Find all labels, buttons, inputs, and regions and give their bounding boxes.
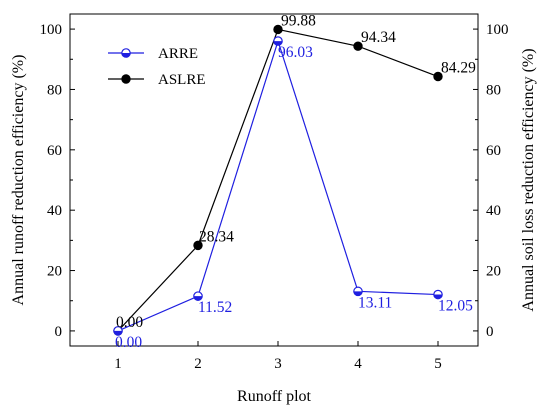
data-label-aslre: 28.34 bbox=[199, 228, 234, 245]
data-label-aslre: 94.34 bbox=[361, 29, 396, 46]
left-y-tick-label: 100 bbox=[40, 22, 63, 38]
legend-marker bbox=[121, 48, 131, 58]
marker-arre bbox=[273, 36, 283, 46]
left-y-tick-label: 60 bbox=[47, 143, 62, 159]
left-y-axis-title: Annual runoff reduction efficiency (%) bbox=[10, 55, 27, 306]
data-label-arre: 0.00 bbox=[115, 334, 142, 351]
series-layer bbox=[113, 24, 443, 336]
data-label-arre: 96.03 bbox=[278, 44, 313, 61]
data-label-aslre: 84.29 bbox=[441, 60, 476, 77]
data-label-arre: 13.11 bbox=[358, 294, 392, 311]
data-labels: 0.00 11.52 96.03 13.11 12.05 0.00 28.34 99.88 94… bbox=[115, 12, 476, 350]
legend-label: ASLRE bbox=[158, 72, 206, 88]
plot-border bbox=[69, 13, 479, 347]
right-y-tick-label: 60 bbox=[486, 143, 501, 159]
marker-arre bbox=[433, 289, 443, 300]
marker-arre bbox=[353, 286, 363, 297]
marker-aslre bbox=[193, 240, 203, 251]
right-y-tick-label: 0 bbox=[486, 324, 494, 340]
marker-arre bbox=[113, 326, 123, 336]
left-y-tick-label: 0 bbox=[55, 324, 63, 340]
marker-arre bbox=[193, 291, 203, 301]
plot-frame bbox=[69, 13, 479, 347]
x-axis-title: Runoff plot bbox=[237, 388, 311, 405]
x-tick-label: 2 bbox=[194, 356, 202, 372]
legend-marker bbox=[121, 74, 131, 84]
right-y-tick-label: 20 bbox=[486, 264, 501, 280]
data-label-arre: 11.52 bbox=[198, 299, 232, 316]
data-label-arre: 12.05 bbox=[438, 298, 473, 315]
right-y-tick-label: 80 bbox=[486, 82, 501, 98]
data-label-aslre: 0.00 bbox=[116, 314, 143, 331]
legend-label: ARRE bbox=[158, 46, 198, 62]
marker-aslre bbox=[353, 41, 363, 51]
x-tick-label: 1 bbox=[114, 356, 122, 372]
left-y-tick-label: 40 bbox=[47, 203, 62, 219]
x-tick-label: 5 bbox=[434, 356, 442, 372]
right-y-tick-label: 40 bbox=[486, 203, 501, 219]
right-y-axis-title: Annual soil loss reduction efficiency (%… bbox=[520, 48, 537, 311]
x-tick-label: 3 bbox=[274, 356, 282, 372]
legend-item-arre: ARRE bbox=[108, 46, 198, 62]
left-y-tick-label: 80 bbox=[47, 82, 62, 98]
data-label-aslre: 99.88 bbox=[281, 12, 316, 29]
legend-item-aslre: ASLRE bbox=[108, 72, 206, 88]
left-y-tick-label: 20 bbox=[47, 264, 62, 280]
legend: ARRE ASLRE bbox=[108, 46, 206, 88]
right-y-tick-label: 100 bbox=[486, 22, 509, 38]
x-tick-label: 4 bbox=[354, 356, 362, 372]
marker-aslre bbox=[273, 24, 283, 35]
axis-ticks: 1 2 3 4 5 0 0 20 20 40 40 60 60 80 80 100 100 bbox=[40, 22, 509, 372]
marker-aslre bbox=[433, 71, 443, 82]
